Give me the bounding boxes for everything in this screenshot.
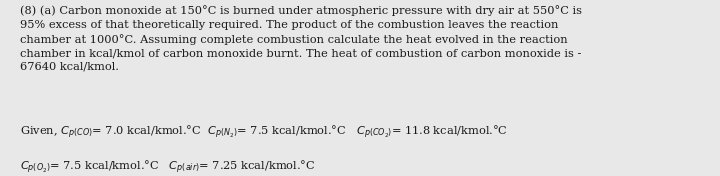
Text: $C_{p(O_2)}$= 7.5 kcal/kmol.°C   $C_{p(air)}$= 7.25 kcal/kmol.°C: $C_{p(O_2)}$= 7.5 kcal/kmol.°C $C_{p(air… xyxy=(20,158,316,176)
Text: Given, $C_{p(CO)}$= 7.0 kcal/kmol.°C  $C_{p(N_2)}$= 7.5 kcal/kmol.°C   $C_{p(CO_: Given, $C_{p(CO)}$= 7.0 kcal/kmol.°C $C_… xyxy=(20,123,508,141)
Text: (8) (a) Carbon monoxide at 150°C is burned under atmospheric pressure with dry a: (8) (a) Carbon monoxide at 150°C is burn… xyxy=(20,5,582,72)
